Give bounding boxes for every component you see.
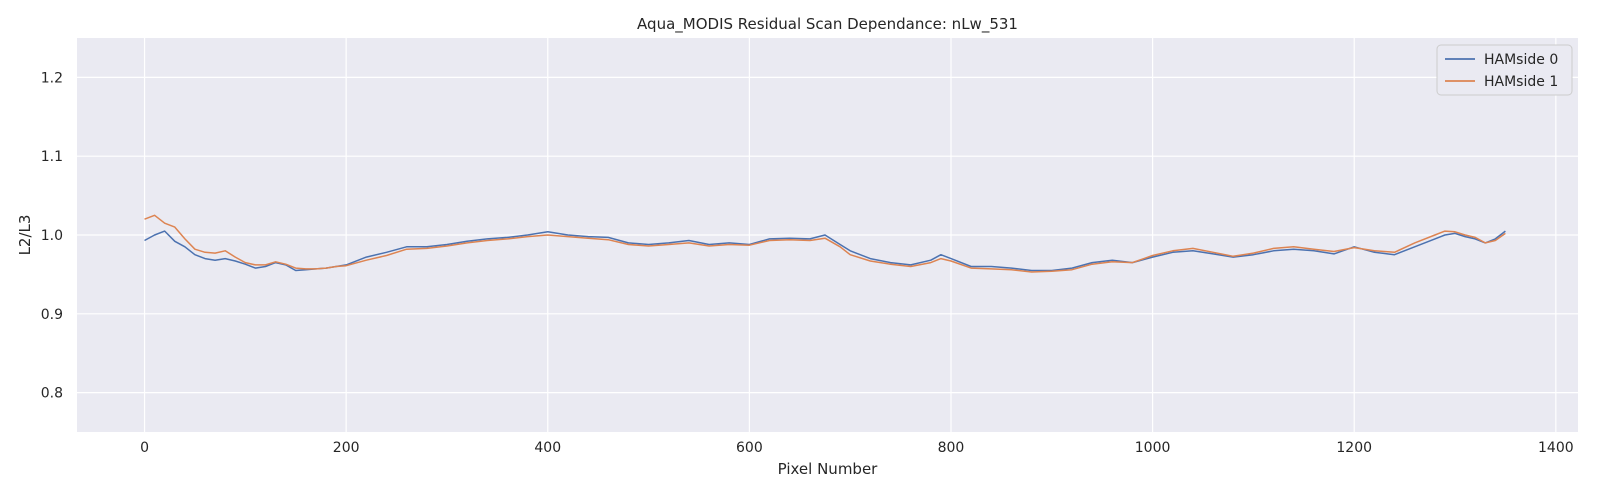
legend-box [1436, 44, 1573, 96]
y-tick-label: 1.1 [41, 149, 63, 165]
x-tick-label: 800 [938, 440, 965, 456]
x-tick-label: 0 [140, 440, 149, 456]
x-axis-label: Pixel Number [778, 460, 879, 478]
y-axis-label: L2/L3 [16, 215, 34, 256]
series-line-hamside-1 [144, 214, 1506, 273]
y-tick-label: 0.9 [41, 307, 63, 323]
legend: HAMside 0 HAMside 1 [1436, 44, 1573, 96]
y-tick-label: 0.8 [41, 386, 63, 402]
x-tick-label: 1000 [1135, 440, 1171, 456]
x-tick-label: 1200 [1336, 440, 1372, 456]
x-tick-label: 600 [736, 440, 763, 456]
x-tick-label: 400 [534, 440, 561, 456]
grid [77, 38, 1578, 432]
x-tick-label: 1400 [1538, 440, 1574, 456]
series-layer [144, 214, 1506, 273]
legend-label: HAMside 0 [1484, 52, 1558, 68]
x-tick-label: 200 [333, 440, 360, 456]
tick-labels: 0 200 400 600 800 1000 1200 1400 0.8 0.9 1.0 1.1 1.2 [41, 70, 1574, 456]
y-tick-label: 1.2 [41, 70, 63, 86]
chart-title: Aqua_MODIS Residual Scan Dependance: nLw… [637, 15, 1018, 34]
y-tick-label: 1.0 [41, 228, 63, 244]
legend-label: HAMside 1 [1484, 74, 1558, 90]
